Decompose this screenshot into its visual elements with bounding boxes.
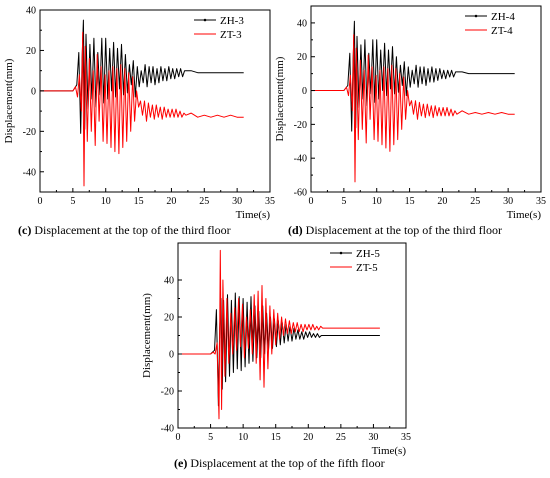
y-tick-label: 20: [164, 313, 174, 324]
chart-panel-e: 0 5 10 15 20 25 30 35-40-2002040Time(s)Displace…: [141, 242, 411, 470]
x-tick-label: 10: [238, 432, 248, 443]
x-tick-label: 0: [38, 196, 43, 207]
y-axis-title: Displacement(mm): [3, 58, 15, 143]
y-tick-label: -20: [161, 387, 174, 398]
y-tick-label: 40: [26, 6, 36, 17]
y-tick-label: 20: [297, 52, 307, 63]
chart-panel-d: 0 5 10 15 20 25 30 35 -60 -40 -20 0 20 40 Time(s) Displ…: [274, 5, 546, 237]
y-tick-label: 20: [26, 46, 36, 57]
series-line-2: [40, 31, 244, 187]
x-tick-label: 35: [536, 196, 546, 207]
y-tick-label: -40: [161, 424, 174, 435]
caption-label: (c): [18, 223, 31, 237]
caption-label: (d): [288, 223, 303, 237]
x-tick-label: 20: [437, 196, 447, 207]
x-tick-label: 25: [470, 196, 480, 207]
x-tick-label: 20: [166, 196, 176, 207]
x-tick-label: 20: [303, 432, 313, 443]
x-axis-title: Time(s): [236, 209, 271, 221]
x-axis-title: Time(s): [372, 445, 407, 457]
x-tick-label: 5: [70, 196, 75, 207]
x-tick-label: 5: [208, 432, 213, 443]
legend-label: ZT-3: [220, 29, 242, 41]
panel-caption: (c) Displacement at the top of the third…: [18, 223, 231, 237]
x-tick-label: 35: [265, 196, 275, 207]
x-axis-title: Time(s): [507, 209, 542, 221]
y-axis-title: Displacement(mm): [274, 56, 286, 141]
x-tick-label: 30: [368, 432, 378, 443]
legend-marker: [203, 18, 207, 22]
caption-text: Displacement at the top of the fifth flo…: [187, 456, 384, 470]
x-tick-label: 25: [336, 432, 346, 443]
caption-text: Displacement at the top of the third flo…: [303, 223, 502, 237]
y-axis-title: Displacement(mm): [141, 293, 153, 378]
x-tick-label: 0: [309, 196, 314, 207]
panel-caption: (d) Displacement at the top of the third…: [288, 223, 502, 237]
series-line-1: [178, 292, 380, 407]
x-tick-label: 15: [271, 432, 281, 443]
legend-label: ZT-5: [356, 262, 378, 274]
x-tick-label: 10: [372, 196, 382, 207]
series-line-2: [178, 249, 380, 420]
x-tick-label: 0: [176, 432, 181, 443]
legend-label: ZH-3: [220, 15, 244, 27]
chart-panel-c: 0 5 10 15 20 25 30 35 -40 -20 0 20 40 Time(s) Displace…: [3, 6, 275, 238]
caption-label: (e): [174, 456, 187, 470]
panel-caption: (e) Displacement at the top of the fifth…: [174, 456, 385, 470]
x-tick-label: 30: [503, 196, 513, 207]
y-tick-label: -20: [23, 127, 36, 138]
y-tick-label: 40: [297, 18, 307, 29]
x-tick-label: 25: [199, 196, 209, 207]
legend-label: ZT-4: [491, 25, 513, 37]
legend-label: ZH-5: [356, 248, 380, 260]
y-tick-label: -20: [294, 120, 307, 131]
x-tick-label: 30: [232, 196, 242, 207]
x-tick-label: 15: [134, 196, 144, 207]
y-tick-label: 40: [164, 276, 174, 287]
y-tick-label: -40: [23, 167, 36, 178]
x-tick-label: 10: [101, 196, 111, 207]
y-tick-label: 0: [31, 86, 36, 97]
legend-marker: [474, 14, 478, 18]
x-tick-label: 5: [341, 196, 346, 207]
y-tick-label: -40: [294, 154, 307, 165]
legend-label: ZH-4: [491, 11, 515, 23]
legend-marker: [339, 251, 343, 255]
y-tick-label: 0: [302, 86, 307, 97]
caption-text: Displacement at the top of the third flo…: [31, 223, 230, 237]
y-tick-label: 0: [169, 350, 174, 361]
x-tick-label: 15: [405, 196, 415, 207]
x-tick-label: 35: [401, 432, 411, 443]
series-line-1: [311, 20, 515, 132]
series-line-2: [311, 34, 515, 183]
y-tick-label: -60: [294, 188, 307, 199]
